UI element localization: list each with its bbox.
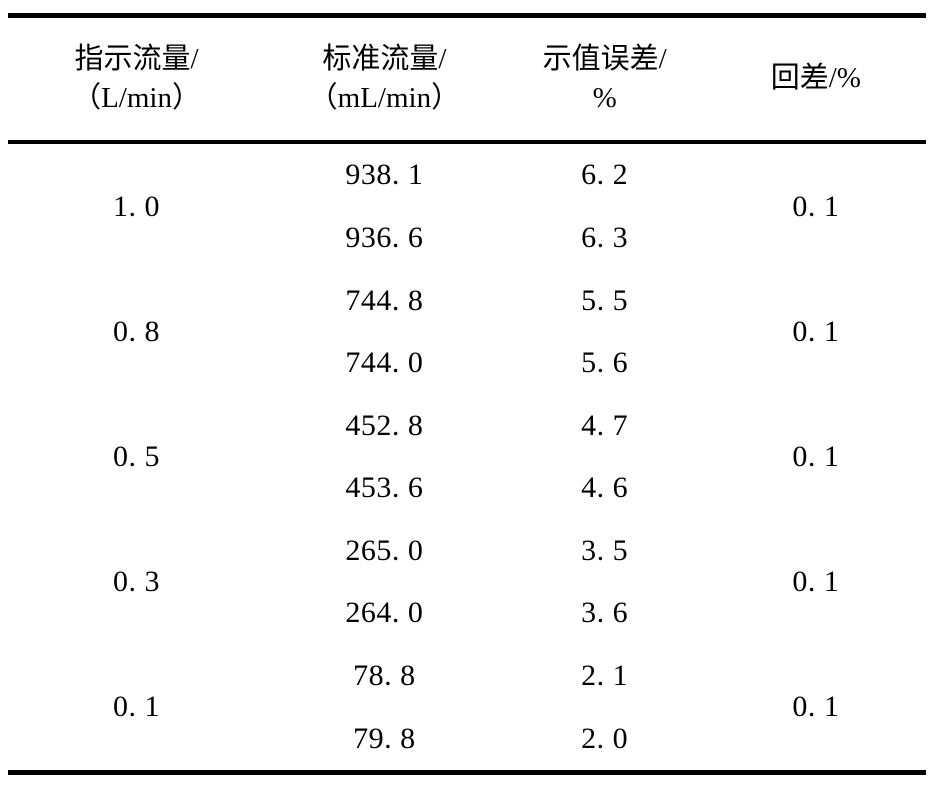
table-row: 0. 5 452. 8 4. 7 0. 1 [8,394,926,473]
hysteresis-cell: 0. 1 [792,439,840,473]
standard-flow-cell: 79. 8 [353,721,416,755]
indicated-flow-cell: 1. 0 [113,189,161,223]
indicated-flow-cell: 0. 8 [113,314,161,348]
standard-flow-cell: 744. 0 [345,346,424,380]
hysteresis-cell: 0. 1 [792,690,840,724]
error-cell: 4. 6 [581,471,629,505]
header-line1: 示值误差/ [542,42,667,75]
table-row: 1. 0 938. 1 6. 2 0. 1 [8,142,926,222]
header-hysteresis: 回差/% [706,16,926,143]
error-cell: 4. 7 [581,408,629,442]
header-line2: （L/min） [72,82,201,114]
error-cell: 3. 5 [581,533,629,567]
header-line1: 标准流量/ [322,42,447,75]
flow-calibration-table: 指示流量/ （L/min） 标准流量/ （mL/min） 示值误差/ % 回差/… [8,13,926,775]
hysteresis-cell: 0. 1 [792,189,840,223]
table-row: 0. 8 744. 8 5. 5 0. 1 [8,269,926,348]
standard-flow-cell: 78. 8 [353,659,416,693]
table-row: 744. 0 5. 6 [8,332,926,395]
header-standard-flow: 标准流量/ （mL/min） [265,16,504,143]
table-row: 936. 6 6. 3 [8,207,926,270]
standard-flow-cell: 936. 6 [345,220,424,254]
indicated-flow-cell: 0. 5 [113,439,161,473]
header-row: 指示流量/ （L/min） 标准流量/ （mL/min） 示值误差/ % 回差/… [8,16,926,143]
table-row: 0. 1 78. 8 2. 1 0. 1 [8,645,926,723]
hysteresis-cell: 0. 1 [792,314,840,348]
error-cell: 5. 5 [581,283,629,317]
header-line1: 指示流量/ [74,42,199,75]
standard-flow-cell: 938. 1 [345,158,424,192]
table-row: 0. 3 265. 0 3. 5 0. 1 [8,520,926,598]
header-indication-error: 示值误差/ % [504,16,706,143]
standard-flow-cell: 453. 6 [345,471,424,505]
error-cell: 3. 6 [581,596,629,630]
indicated-flow-cell: 0. 3 [113,565,161,599]
table-row: 79. 8 2. 0 [8,707,926,772]
header-line1: 回差/% [770,62,861,95]
table-row: 264. 0 3. 6 [8,582,926,645]
indicated-flow-cell: 0. 1 [113,690,161,724]
error-cell: 6. 2 [581,158,629,192]
header-line2: （mL/min） [308,82,461,114]
header-line2: % [592,82,617,114]
hysteresis-cell: 0. 1 [792,565,840,599]
table-row: 453. 6 4. 6 [8,457,926,520]
error-cell: 6. 3 [581,220,629,254]
standard-flow-cell: 744. 8 [345,283,424,317]
error-cell: 2. 1 [581,659,629,693]
standard-flow-cell: 265. 0 [345,533,424,567]
standard-flow-cell: 264. 0 [345,596,424,630]
header-indicated-flow: 指示流量/ （L/min） [8,16,265,143]
error-cell: 5. 6 [581,346,629,380]
standard-flow-cell: 452. 8 [345,408,424,442]
error-cell: 2. 0 [581,721,629,755]
